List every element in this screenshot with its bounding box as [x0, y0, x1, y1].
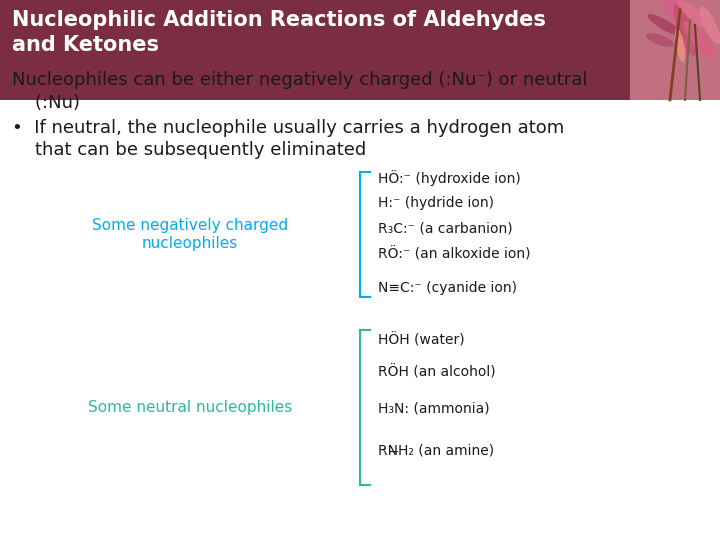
Text: R₃C:⁻ (a carbanion): R₃C:⁻ (a carbanion)	[378, 221, 513, 235]
Ellipse shape	[678, 0, 713, 30]
Text: Some neutral nucleophiles: Some neutral nucleophiles	[88, 400, 292, 415]
Text: Some negatively charged
nucleophiles: Some negatively charged nucleophiles	[92, 218, 288, 251]
Text: RÖ:⁻ (an alkoxide ion): RÖ:⁻ (an alkoxide ion)	[378, 247, 531, 261]
Text: HÖH (water): HÖH (water)	[378, 333, 464, 347]
Ellipse shape	[646, 33, 674, 47]
Text: Nucleophilic Addition Reactions of Aldehydes: Nucleophilic Addition Reactions of Aldeh…	[12, 10, 546, 30]
Ellipse shape	[647, 14, 683, 36]
FancyBboxPatch shape	[0, 0, 720, 100]
Text: •  If neutral, the nucleophile usually carries a hydrogen atom: • If neutral, the nucleophile usually ca…	[12, 119, 564, 137]
Text: HÖ:⁻ (hydroxide ion): HÖ:⁻ (hydroxide ion)	[378, 170, 521, 186]
Text: (:Nu): (:Nu)	[12, 94, 80, 112]
Text: H:⁻ (hydride ion): H:⁻ (hydride ion)	[378, 196, 494, 210]
Ellipse shape	[660, 0, 690, 32]
Text: N≡C:⁻ (cyanide ion): N≡C:⁻ (cyanide ion)	[378, 281, 517, 295]
Text: RN̶H₂ (an amine): RN̶H₂ (an amine)	[378, 443, 494, 457]
Ellipse shape	[673, 4, 696, 56]
Text: that can be subsequently eliminated: that can be subsequently eliminated	[12, 141, 366, 159]
Ellipse shape	[675, 28, 685, 62]
Text: RÖH (an alcohol): RÖH (an alcohol)	[378, 365, 495, 379]
Text: Nucleophiles can be either negatively charged (:Nu⁻) or neutral: Nucleophiles can be either negatively ch…	[12, 71, 588, 89]
Text: and Ketones: and Ketones	[12, 35, 159, 55]
Text: H₃N: (ammonia): H₃N: (ammonia)	[378, 401, 490, 415]
Ellipse shape	[683, 21, 716, 59]
FancyBboxPatch shape	[630, 0, 720, 100]
Ellipse shape	[700, 6, 720, 44]
